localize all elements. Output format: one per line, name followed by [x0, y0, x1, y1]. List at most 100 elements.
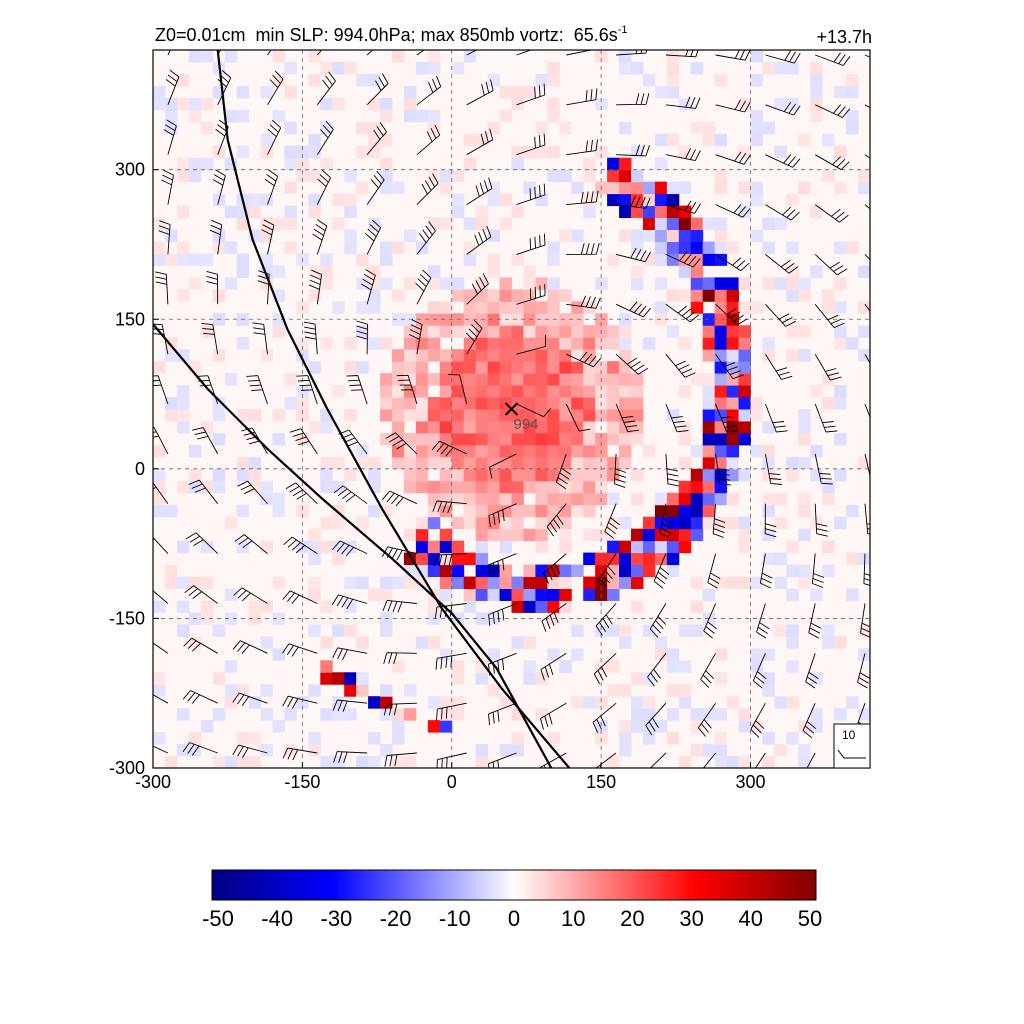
field-cell — [607, 169, 620, 183]
field-cell — [439, 349, 453, 362]
field-cell — [750, 229, 763, 242]
field-cell — [583, 409, 596, 422]
field-cell — [272, 109, 285, 123]
wind-barb — [707, 553, 721, 589]
field-cell — [571, 456, 584, 470]
field-cell — [750, 301, 763, 314]
wind-barb — [385, 432, 418, 455]
field-cell — [439, 528, 453, 542]
field-cell — [535, 468, 548, 482]
wind-barb — [616, 93, 650, 106]
field-cell — [439, 409, 453, 422]
field-cell — [523, 385, 536, 398]
field-cell — [463, 373, 477, 386]
field-cell — [535, 504, 548, 518]
wind-barb — [433, 553, 467, 567]
wind-barb — [541, 603, 567, 632]
field-cell — [619, 624, 632, 637]
field-cell — [642, 528, 656, 542]
wind-barb — [815, 104, 851, 118]
field-cell — [583, 373, 596, 386]
field-cell — [547, 109, 560, 123]
field-cell — [392, 708, 405, 721]
field-cell — [499, 696, 512, 709]
wind-barb — [665, 403, 689, 433]
field-cell — [678, 456, 692, 470]
field-cell — [487, 181, 501, 195]
wind-barb — [361, 269, 376, 305]
field-cell — [272, 409, 285, 422]
field-cell — [595, 50, 608, 63]
wind-barb — [595, 603, 617, 636]
field-cell — [535, 385, 548, 398]
field-cell — [511, 361, 524, 374]
field-cell — [619, 50, 632, 63]
field-cell — [463, 480, 477, 494]
field-cell — [559, 325, 572, 338]
field-cell — [403, 277, 417, 290]
field-cell — [176, 600, 190, 613]
field-cell — [595, 337, 608, 350]
field-cell — [762, 444, 775, 458]
field-cell — [535, 313, 548, 326]
wind-barb — [316, 71, 336, 106]
wind-barb — [183, 637, 218, 654]
field-cell — [523, 265, 536, 278]
field-cell — [188, 50, 202, 63]
field-cell — [774, 61, 787, 75]
field-cell — [427, 349, 441, 362]
field-cell — [834, 325, 847, 338]
field-cell — [559, 444, 572, 458]
field-cell — [439, 696, 453, 709]
plot-frame — [152, 49, 871, 769]
wind-barb — [153, 745, 169, 754]
field-cell — [583, 157, 596, 171]
storm-center-marker — [504, 402, 519, 416]
field-cell — [176, 97, 190, 111]
field-cell — [750, 121, 763, 135]
wind-barb — [802, 703, 817, 739]
field-cell — [403, 708, 417, 721]
field-cell — [571, 181, 584, 195]
field-cell — [200, 97, 214, 111]
field-cell — [535, 516, 548, 530]
field-cell — [260, 600, 273, 613]
field-cell — [415, 564, 429, 578]
field-cell — [619, 337, 632, 350]
field-cell — [666, 205, 680, 219]
field-cell — [762, 504, 775, 518]
field-cell — [308, 133, 321, 147]
field-cell — [666, 289, 680, 302]
field-cell — [415, 420, 429, 434]
wind-barb — [645, 702, 667, 736]
wind-barb — [616, 50, 648, 56]
wind-barb — [161, 169, 174, 205]
field-cell — [439, 385, 453, 398]
wind-barb — [153, 590, 169, 604]
field-cell — [153, 492, 166, 506]
field-cell — [380, 181, 393, 195]
field-cell — [380, 432, 393, 446]
field-cell — [427, 516, 441, 530]
field-cell — [356, 672, 369, 685]
field-cell — [380, 684, 393, 697]
field-cell — [475, 133, 489, 147]
field-cell — [535, 564, 548, 578]
field-cell — [822, 624, 835, 637]
field-cell — [499, 588, 512, 601]
field-cell — [451, 576, 465, 589]
field-cell — [571, 444, 584, 458]
wind-barb — [566, 190, 599, 206]
field-cell — [631, 696, 644, 709]
wind-barb — [246, 375, 268, 405]
field-cell — [786, 61, 799, 75]
field-cell — [475, 444, 489, 458]
field-cell — [200, 480, 214, 494]
field-cell — [714, 277, 728, 290]
field-cell — [164, 409, 178, 422]
field-cell — [427, 444, 441, 458]
field-cell — [690, 301, 704, 314]
field-cell — [690, 229, 704, 242]
field-cell — [631, 420, 644, 434]
field-cell — [714, 337, 728, 350]
